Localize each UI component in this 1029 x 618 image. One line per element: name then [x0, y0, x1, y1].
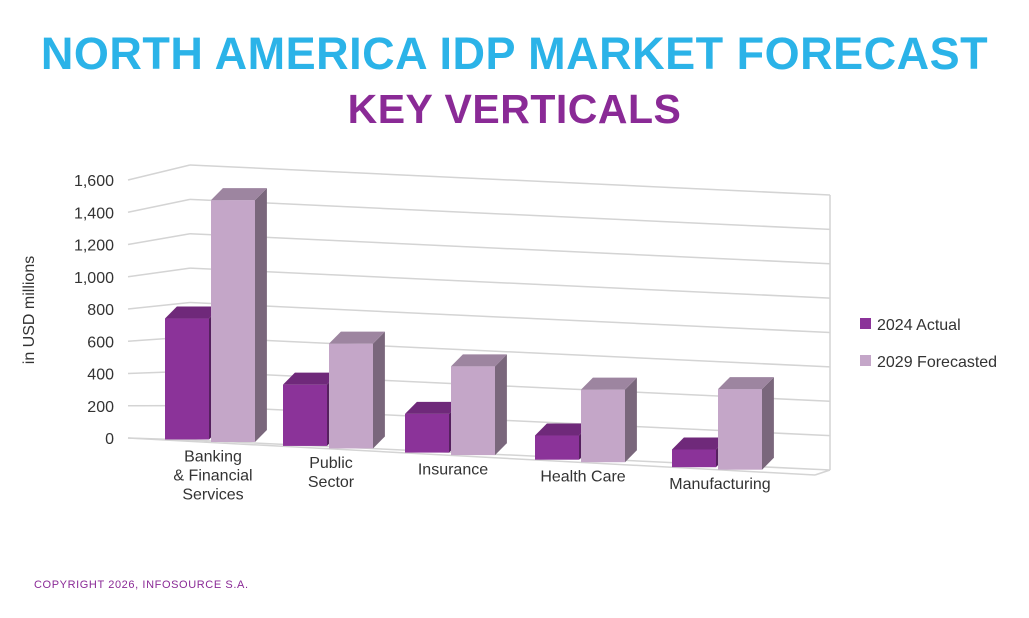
bar-forecast-top — [581, 377, 637, 390]
y-tick-label: 0 — [105, 431, 114, 448]
gridline-back — [189, 267, 831, 299]
gridline-back — [189, 233, 831, 265]
bar-actual-top — [535, 423, 591, 436]
category-label: Sector — [308, 474, 355, 491]
category-label: Public — [309, 455, 353, 472]
y-tick-label: 1,000 — [74, 270, 114, 287]
gridline-side — [127, 233, 191, 246]
bar-forecast-front — [718, 389, 762, 470]
legend-swatch — [860, 355, 871, 366]
floor-right-edge — [814, 469, 831, 476]
bar-forecast-front — [451, 366, 495, 456]
y-tick-label: 200 — [87, 399, 114, 416]
bar-actual-top — [283, 372, 339, 385]
label-layer: 0 200 400 600 800 1,000 1,200 1,400 1,600 in USD … — [21, 173, 771, 503]
chart-title: NORTH AMERICA IDP MARKET FORECAST — [40, 28, 989, 79]
bar-forecast-top — [718, 377, 774, 390]
bar-forecast-top — [451, 354, 507, 367]
gridline-back — [189, 164, 831, 196]
category-label: Services — [182, 486, 243, 503]
bar-forecast-side — [495, 354, 507, 456]
gridline-back — [189, 198, 831, 231]
bar-forecast-side — [762, 377, 774, 470]
bar-forecast-top — [211, 188, 267, 201]
bar-forecast-front — [329, 343, 373, 449]
y-tick-label: 1,600 — [74, 173, 114, 190]
gridline-side — [127, 267, 191, 278]
gridline-back — [189, 301, 831, 334]
category-label: Health Care — [540, 469, 625, 486]
chart-subtitle: KEY VERTICALS — [347, 86, 682, 132]
bar-forecast-front — [211, 200, 255, 442]
bar-actual-top — [405, 401, 461, 414]
gridline-side — [127, 301, 191, 310]
gridline-side — [127, 198, 191, 213]
bar-actual-front — [165, 318, 209, 440]
legend: 2024 Actual 2029 Forecasted — [860, 317, 997, 371]
legend-label: 2029 Forecasted — [877, 354, 997, 371]
bar-actual-front — [405, 413, 449, 453]
bar-actual-front — [672, 449, 716, 468]
gridline-back — [189, 336, 831, 368]
y-tick-label: 1,400 — [74, 205, 114, 222]
bar-forecast-side — [255, 188, 267, 442]
bar-forecast-side — [373, 331, 385, 449]
bar-actual-front — [283, 384, 327, 446]
bar-forecast-top — [329, 331, 385, 344]
floor-front-edge — [127, 437, 816, 476]
category-label: Banking — [184, 448, 242, 465]
bar-forecast-side — [625, 377, 637, 463]
bar-layer — [165, 188, 774, 470]
legend-swatch — [860, 318, 871, 329]
bar-actual-front — [535, 435, 579, 460]
bar-forecast-front — [581, 389, 625, 463]
category-label: Manufacturing — [669, 476, 770, 493]
y-tick-label: 1,200 — [74, 238, 114, 255]
y-tick-label: 400 — [87, 367, 114, 384]
bar-actual-top — [672, 437, 728, 450]
y-tick-label: 800 — [87, 302, 114, 319]
gridline-side — [127, 164, 191, 181]
y-tick-label: 600 — [87, 334, 114, 351]
copyright-notice: COPYRIGHT 2026, INFOSOURCE S.A. — [34, 579, 249, 591]
category-label: & Financial — [173, 467, 252, 484]
bar-actual-top — [165, 306, 221, 319]
y-axis-title: in USD millions — [21, 256, 38, 364]
category-label: Insurance — [418, 462, 488, 479]
legend-label: 2024 Actual — [877, 317, 961, 334]
